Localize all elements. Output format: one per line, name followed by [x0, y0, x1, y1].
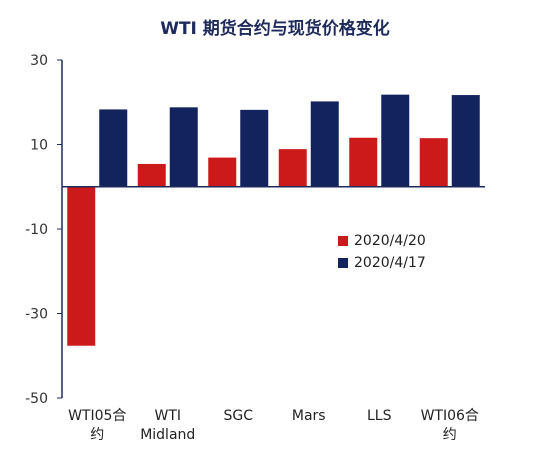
- x-category-label: WTI05合: [68, 408, 126, 424]
- x-category-label: SGC: [223, 408, 253, 424]
- y-tick-label: -30: [25, 307, 48, 323]
- legend-label-series-2: 2020/4/17: [354, 255, 426, 271]
- bar-series-2-cat-2: [169, 107, 198, 187]
- legend-swatch-series-2: [338, 258, 348, 268]
- x-category-label: WTI06合: [421, 408, 479, 424]
- x-category-label: 约: [90, 427, 104, 443]
- bar-series-2-cat-1: [99, 109, 128, 187]
- x-category-label: Mars: [292, 408, 326, 424]
- x-category-label: Midland: [140, 427, 195, 443]
- bar-series-1-cat-3: [208, 157, 237, 187]
- chart-title: WTI 期货合约与现货价格变化: [160, 19, 390, 39]
- bar-series-1-cat-1: [67, 186, 96, 346]
- bar-series-1-cat-5: [349, 137, 378, 187]
- bar-series-2-cat-3: [240, 109, 269, 187]
- x-category-label: WTI: [154, 408, 181, 424]
- bar-series-1-cat-4: [278, 149, 307, 187]
- bar-series-2-cat-5: [381, 94, 410, 187]
- x-category-label: LLS: [367, 408, 392, 424]
- legend-swatch-series-1: [338, 236, 348, 246]
- bar-series-2-cat-6: [451, 95, 480, 187]
- y-tick-label: 10: [30, 138, 48, 154]
- legend: 2020/4/20 2020/4/17: [338, 230, 426, 274]
- legend-item-series-2: 2020/4/17: [338, 252, 426, 274]
- bar-series-1-cat-6: [419, 138, 448, 187]
- y-tick-label: 30: [30, 53, 48, 69]
- legend-item-series-1: 2020/4/20: [338, 230, 426, 252]
- legend-label-series-1: 2020/4/20: [354, 233, 426, 249]
- x-category-label: 约: [443, 427, 457, 443]
- bar-series-1-cat-2: [137, 163, 166, 187]
- y-tick-label: -50: [25, 391, 48, 407]
- bar-series-2-cat-4: [310, 101, 339, 187]
- y-tick-label: -10: [25, 222, 48, 238]
